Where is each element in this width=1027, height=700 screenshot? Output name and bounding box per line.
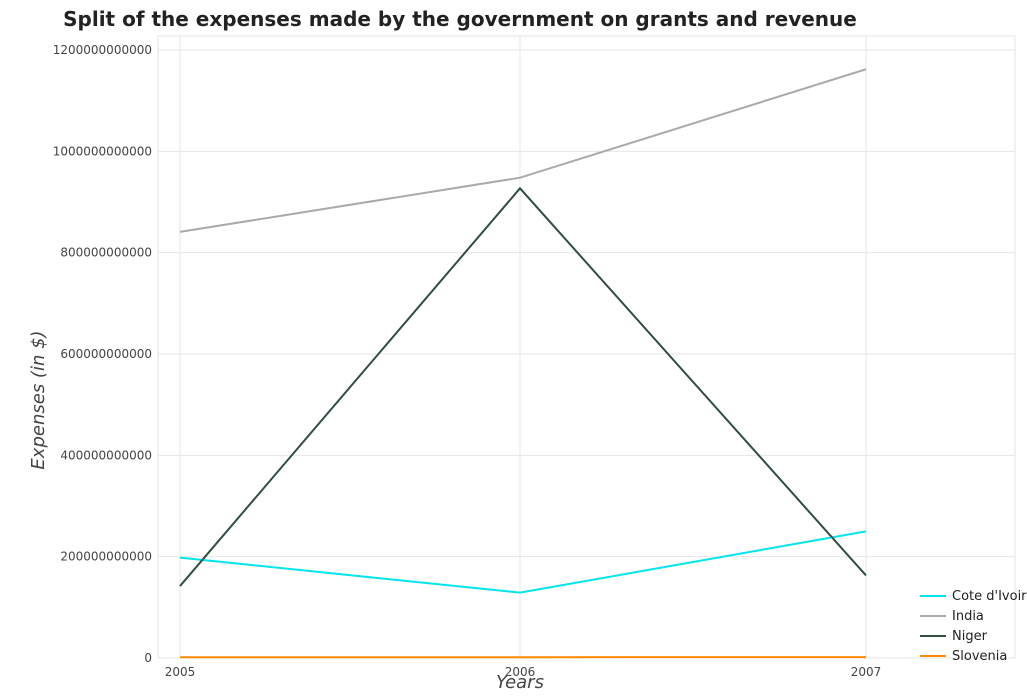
y-tick-label: 1200000000000 <box>53 43 152 57</box>
y-tick-label: 0 <box>144 651 152 665</box>
y-tick-label: 800000000000 <box>60 246 152 260</box>
x-ticks: 2005 2006 2007 <box>165 665 882 679</box>
y-tick-label: 200000000000 <box>60 550 152 564</box>
grid <box>157 35 1016 659</box>
legend: Cote d'Ivoire India Niger Slovenia <box>920 589 1027 664</box>
series-line-cote-d-ivoire <box>179 530 867 594</box>
y-ticks: 0 200000000000 400000000000 600000000000 800… <box>53 43 152 665</box>
y-axis-label: Expenses (in $) <box>28 330 49 469</box>
series-line-india <box>179 68 867 233</box>
chart-title: Split of the expenses made by the govern… <box>63 7 857 31</box>
legend-label: India <box>952 609 984 624</box>
series-line-niger <box>179 186 867 587</box>
x-axis-label: Years <box>496 672 544 693</box>
y-tick-label: 600000000000 <box>60 347 152 361</box>
y-tick-label: 400000000000 <box>60 448 152 462</box>
x-tick-label: 2006 <box>505 665 536 679</box>
series-lines <box>179 68 867 659</box>
x-tick-label: 2005 <box>165 665 196 679</box>
legend-label: Niger <box>952 629 988 644</box>
legend-label: Slovenia <box>952 649 1007 664</box>
legend-label: Cote d'Ivoire <box>952 589 1027 604</box>
x-tick-label: 2007 <box>851 665 882 679</box>
y-tick-label: 1000000000000 <box>53 144 152 158</box>
plot-frame <box>157 35 1016 659</box>
